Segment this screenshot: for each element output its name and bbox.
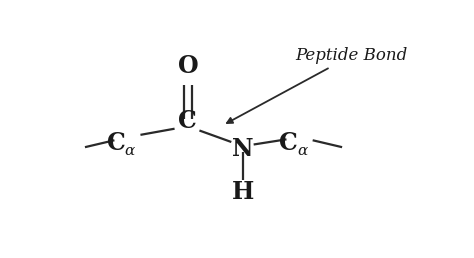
Text: N: N	[232, 137, 254, 161]
Text: C: C	[178, 109, 197, 133]
Text: α: α	[125, 144, 135, 158]
Text: Peptide Bond: Peptide Bond	[227, 47, 408, 123]
Text: H: H	[232, 180, 254, 204]
Text: C: C	[107, 131, 126, 155]
Text: C: C	[280, 131, 298, 155]
Text: α: α	[297, 144, 308, 158]
Text: O: O	[177, 54, 198, 78]
